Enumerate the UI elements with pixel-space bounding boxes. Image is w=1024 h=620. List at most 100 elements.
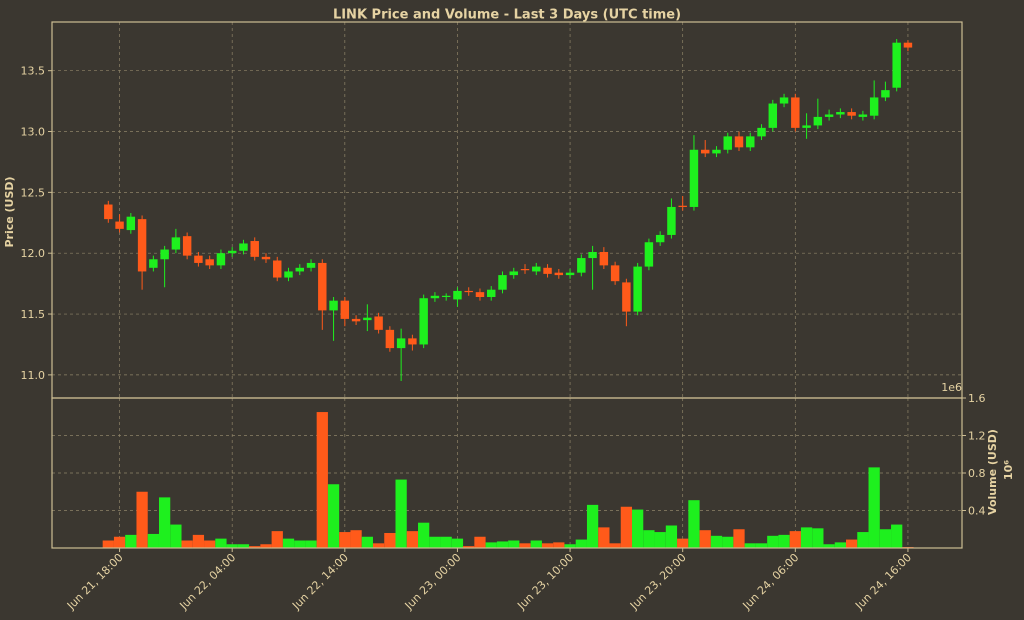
volume-bar: [485, 542, 497, 548]
candle-body: [284, 271, 293, 278]
volume-bar: [125, 534, 137, 548]
y-tick-label: 12.5: [21, 186, 46, 199]
volume-bar: [406, 531, 419, 548]
volume-bar: [767, 535, 779, 548]
volume-bar: [158, 497, 171, 548]
y-tick-label: 13.0: [21, 126, 46, 139]
y2-axis-unit: 10⁶: [1002, 460, 1015, 480]
volume-bar: [294, 540, 306, 548]
candle-body: [318, 262, 327, 311]
candle-body: [892, 42, 901, 88]
candle-body: [227, 250, 237, 254]
volume-bar: [271, 531, 283, 548]
candle-body: [498, 275, 507, 290]
volume-bar: [395, 479, 407, 548]
candle-body: [689, 149, 699, 207]
candle-body: [903, 42, 913, 48]
volume-bar: [845, 539, 858, 548]
candle-body: [824, 114, 834, 117]
candle-body: [869, 97, 879, 116]
volume-bar: [508, 540, 520, 548]
volume-bar: [429, 536, 441, 548]
candle-body: [126, 216, 136, 231]
volume-bar: [744, 543, 756, 548]
volume-bar: [327, 484, 340, 548]
volume-bar: [812, 528, 824, 548]
candle-body: [836, 112, 845, 115]
candle-body: [678, 205, 687, 207]
y-axis-label: Price (USD): [3, 176, 16, 247]
volume-bar: [204, 540, 216, 548]
candle-body: [430, 295, 440, 299]
candle-body: [351, 318, 361, 322]
candle-body: [768, 103, 778, 128]
volume-bar: [564, 544, 576, 548]
y2-tick-label: 1.6: [968, 392, 986, 405]
y-tick-label: 11.5: [21, 308, 46, 321]
candle-body: [160, 249, 169, 260]
volume-bar: [688, 500, 700, 548]
volume-bar: [654, 532, 666, 548]
volume-bar: [541, 543, 554, 548]
volume-bar: [147, 533, 159, 548]
candle-body: [194, 255, 203, 263]
candle-body: [441, 295, 451, 298]
candle-body: [295, 267, 304, 272]
candle-body: [509, 271, 518, 276]
candle-body: [115, 221, 124, 229]
candle-body: [847, 112, 856, 116]
y-tick-label: 13.5: [21, 65, 46, 78]
volume-bar: [733, 529, 745, 548]
volume-bar: [440, 536, 452, 548]
candle-body: [881, 90, 890, 98]
volume-bar: [778, 534, 790, 548]
volume-bar: [665, 525, 678, 548]
candle-body: [137, 219, 147, 272]
volume-bar: [170, 524, 182, 548]
volume-bar: [192, 534, 205, 548]
candle-body: [712, 149, 721, 154]
candle-body: [374, 316, 383, 330]
volume-bar: [530, 540, 542, 548]
candle-body: [858, 114, 868, 117]
volume-bar: [553, 542, 565, 548]
volume-bar: [361, 536, 373, 548]
candle-body: [216, 253, 226, 266]
volume-bar: [451, 538, 464, 548]
volume-bar: [496, 541, 509, 548]
candle-body: [340, 300, 350, 319]
volume-bar: [609, 543, 621, 548]
volume-bar: [384, 533, 396, 548]
y-tick-label: 11.0: [21, 369, 46, 382]
candle-body: [779, 97, 789, 104]
candle-body: [757, 127, 766, 137]
volume-frame: [51, 397, 963, 549]
candle-body: [622, 282, 631, 312]
candle-body: [306, 262, 316, 268]
candle-body: [532, 266, 541, 272]
candle-body: [667, 206, 676, 235]
volume-bar: [857, 532, 869, 548]
candle-body: [543, 267, 552, 274]
candle-body: [723, 136, 732, 150]
volume-bar: [710, 535, 723, 548]
volume-bar: [677, 538, 689, 548]
volume-bar: [181, 540, 193, 548]
volume-bar: [282, 538, 295, 548]
volume-bar: [891, 524, 903, 548]
volume-bar: [575, 539, 587, 548]
volume-bar: [372, 543, 385, 548]
candle-body: [149, 259, 158, 268]
volume-bar: [699, 530, 711, 548]
volume-bar: [722, 536, 734, 548]
candle-body: [396, 338, 406, 349]
volume-bar: [136, 491, 148, 548]
volume-bar: [316, 412, 328, 548]
candle-body: [464, 290, 473, 293]
volume-bar: [237, 544, 250, 548]
candle-body: [734, 136, 744, 148]
candle-body: [363, 317, 372, 321]
volume-bar: [879, 529, 892, 548]
chart-title: LINK Price and Volume - Last 3 Days (UTC…: [333, 8, 681, 23]
candle-body: [408, 338, 417, 345]
